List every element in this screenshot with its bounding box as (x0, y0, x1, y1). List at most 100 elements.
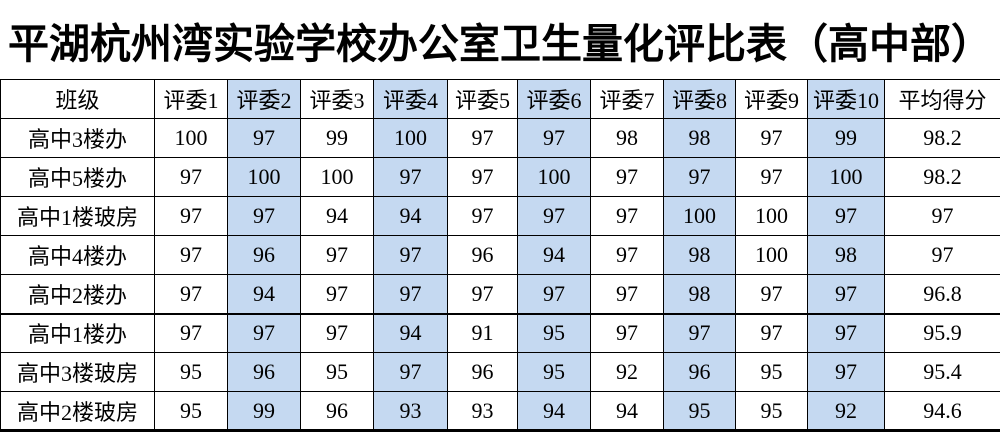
class-name-cell: 高中5楼办 (0, 157, 155, 197)
score-cell: 98 (590, 118, 664, 158)
score-cell: 97 (154, 235, 228, 275)
class-name-cell: 高中2楼办 (0, 274, 155, 315)
score-cell: 97 (663, 313, 736, 353)
average-score-cell: 96.8 (884, 274, 1000, 315)
average-score-cell: 97 (884, 196, 1000, 236)
score-cell: 99 (807, 118, 885, 158)
score-cell: 97 (447, 157, 518, 197)
score-cell: 95 (517, 313, 591, 353)
header-cell: 评委10 (807, 79, 885, 119)
score-cell: 97 (517, 274, 591, 315)
score-cell: 97 (227, 196, 301, 236)
header-cell: 平均得分 (884, 79, 1000, 119)
score-cell: 98 (663, 274, 736, 315)
score-cell: 97 (807, 196, 885, 236)
score-cell: 94 (373, 196, 448, 236)
score-cell: 92 (590, 352, 664, 392)
score-cell: 97 (590, 196, 664, 236)
score-cell: 94 (373, 313, 448, 353)
score-cell: 100 (517, 157, 591, 197)
score-cell: 100 (735, 235, 808, 275)
score-cell: 92 (807, 391, 885, 431)
header-cell: 班级 (0, 79, 155, 119)
score-cell: 94 (227, 274, 301, 315)
average-score-cell: 95.9 (884, 313, 1000, 353)
score-cell: 91 (447, 313, 518, 353)
score-cell: 97 (590, 235, 664, 275)
table-body: 高中3楼办 100 97 99 100 97 97 98 98 97 99 98.2 高中5楼办 97 10… (0, 118, 1000, 431)
score-cell: 98 (807, 235, 885, 275)
score-cell: 97 (807, 352, 885, 392)
header-row: 班级 评委1 评委2 评委3 评委4 评委5 评委6 评委7 评委8 评委9 评委10 平均得分 (0, 79, 1000, 119)
score-cell: 95 (300, 352, 374, 392)
header-cell: 评委9 (735, 79, 808, 119)
score-cell: 97 (807, 313, 885, 353)
header-cell: 评委1 (154, 79, 228, 119)
score-cell: 94 (517, 235, 591, 275)
score-cell: 97 (517, 196, 591, 236)
score-cell: 99 (300, 118, 374, 158)
score-cell: 95 (735, 352, 808, 392)
header-cell: 评委5 (447, 79, 518, 119)
table-row: 高中1楼办 97 97 97 94 91 95 97 97 97 97 95.9 (0, 313, 1000, 353)
score-cell: 93 (447, 391, 518, 431)
header-cell: 评委7 (590, 79, 664, 119)
score-cell: 97 (227, 313, 301, 353)
score-cell: 97 (590, 274, 664, 315)
score-cell: 97 (154, 157, 228, 197)
score-cell: 100 (154, 118, 228, 158)
score-cell: 99 (227, 391, 301, 431)
score-cell: 97 (373, 274, 448, 315)
score-cell: 97 (590, 157, 664, 197)
header-cell: 评委2 (227, 79, 301, 119)
score-cell: 97 (373, 352, 448, 392)
score-cell: 96 (227, 352, 301, 392)
header-cell: 评委8 (663, 79, 736, 119)
score-cell: 96 (447, 235, 518, 275)
table-row: 高中2楼玻房 95 99 96 93 93 94 94 95 95 92 94.6 (0, 391, 1000, 431)
class-name-cell: 高中3楼办 (0, 118, 155, 158)
score-cell: 94 (300, 196, 374, 236)
table-row: 高中1楼玻房 97 97 94 94 97 97 97 100 100 97 97 (0, 196, 1000, 236)
score-table: 班级 评委1 评委2 评委3 评委4 评委5 评委6 评委7 评委8 评委9 评委10 平均得分 高中… (0, 79, 1000, 432)
table-row: 高中5楼办 97 100 100 97 97 100 97 97 97 100 98.2 (0, 157, 1000, 197)
class-name-cell: 高中1楼办 (0, 313, 155, 353)
score-cell: 97 (300, 313, 374, 353)
average-score-cell: 97 (884, 235, 1000, 275)
score-cell: 95 (154, 391, 228, 431)
score-cell: 97 (447, 196, 518, 236)
table-row: 高中3楼玻房 95 96 95 97 96 95 92 96 95 97 95.4 (0, 352, 1000, 392)
score-cell: 96 (447, 352, 518, 392)
score-cell: 93 (373, 391, 448, 431)
score-cell: 98 (663, 118, 736, 158)
class-name-cell: 高中4楼办 (0, 235, 155, 275)
header-cell: 评委3 (300, 79, 374, 119)
score-cell: 100 (807, 157, 885, 197)
average-score-cell: 95.4 (884, 352, 1000, 392)
score-cell: 97 (663, 157, 736, 197)
score-cell: 97 (735, 118, 808, 158)
average-score-cell: 94.6 (884, 391, 1000, 431)
average-score-cell: 98.2 (884, 118, 1000, 158)
score-cell: 97 (154, 313, 228, 353)
table-row: 高中2楼办 97 94 97 97 97 97 97 98 97 97 96.8 (0, 274, 1000, 315)
score-cell: 98 (663, 235, 736, 275)
score-cell: 96 (663, 352, 736, 392)
score-cell: 97 (227, 118, 301, 158)
score-cell: 97 (447, 118, 518, 158)
score-cell: 100 (663, 196, 736, 236)
score-cell: 100 (373, 118, 448, 158)
score-cell: 100 (227, 157, 301, 197)
score-cell: 97 (373, 235, 448, 275)
table-row: 高中3楼办 100 97 99 100 97 97 98 98 97 99 98.2 (0, 118, 1000, 158)
score-cell: 97 (154, 274, 228, 315)
average-score-cell: 98.2 (884, 157, 1000, 197)
score-cell: 95 (735, 391, 808, 431)
score-cell: 95 (517, 352, 591, 392)
score-cell: 97 (300, 235, 374, 275)
score-cell: 94 (517, 391, 591, 431)
score-cell: 95 (663, 391, 736, 431)
score-cell: 97 (590, 313, 664, 353)
score-cell: 97 (807, 274, 885, 315)
page-title: 平湖杭州湾实验学校办公室卫生量化评比表（高中部） (8, 20, 992, 67)
